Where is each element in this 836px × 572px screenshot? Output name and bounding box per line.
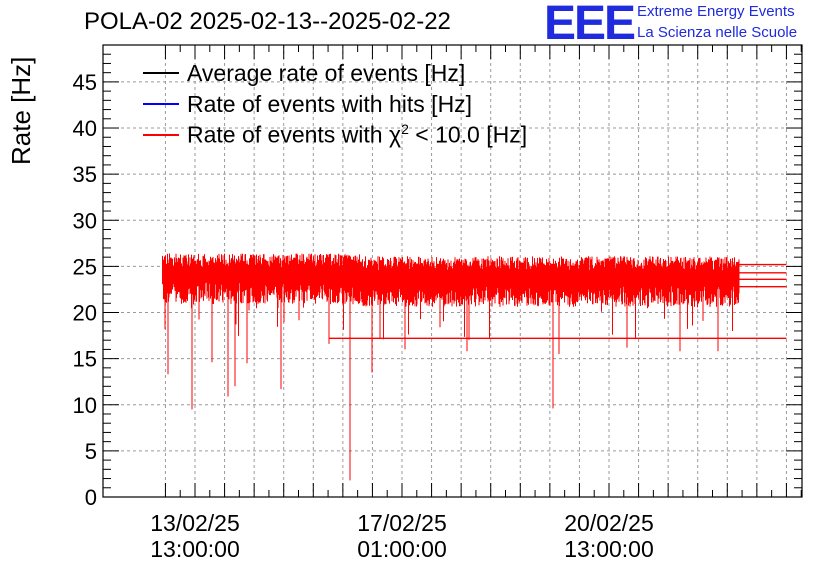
y-tick-label: 45 [73, 70, 97, 95]
legend-swatch-hits [143, 103, 179, 105]
y-axis-label: Rate [Hz] [6, 56, 36, 165]
legend-swatch-chi2 [143, 134, 179, 136]
y-tick-label: 40 [73, 116, 97, 141]
chart-title: POLA-02 2025-02-13--2025-02-22 [84, 8, 451, 35]
y-tick-label: 15 [73, 347, 97, 372]
x-tick-label-date: 20/02/25 [564, 510, 654, 536]
eee-logo: EEE [544, 0, 636, 50]
x-tick-label-date: 13/02/25 [150, 510, 240, 536]
y-tick-label: 10 [73, 393, 97, 418]
logo-subtitle-1: Extreme Energy Events [637, 3, 795, 20]
y-tick-label: 0 [85, 485, 97, 510]
y-tick-label: 25 [73, 254, 97, 279]
logo-subtitle-2: La Scienza nelle Scuole [637, 24, 798, 41]
y-tick-label: 35 [73, 162, 97, 187]
legend-label-chi2: Rate of events with χ2 < 10.0 [Hz] [187, 121, 528, 148]
series-chi2-line [162, 253, 740, 481]
x-tick-label-time: 01:00:00 [357, 536, 447, 562]
legend-label-average: Average rate of events [Hz] [187, 59, 466, 86]
legend-item-hits: Rate of events with hits [Hz] [143, 91, 472, 117]
y-tick-label: 20 [73, 301, 97, 326]
legend-swatch-average [143, 72, 179, 74]
y-tick-label: 5 [85, 439, 97, 464]
legend-label-hits: Rate of events with hits [Hz] [187, 90, 473, 117]
legend-item-average: Average rate of events [Hz] [143, 60, 465, 86]
x-tick-label-date: 17/02/25 [357, 510, 447, 536]
y-tick-label: 30 [73, 208, 97, 233]
x-tick-label-time: 13:00:00 [150, 536, 240, 562]
plot-frame [102, 44, 803, 498]
x-tick-label-time: 13:00:00 [564, 536, 654, 562]
legend-item-chi2: Rate of events with χ2 < 10.0 [Hz] [143, 121, 528, 148]
